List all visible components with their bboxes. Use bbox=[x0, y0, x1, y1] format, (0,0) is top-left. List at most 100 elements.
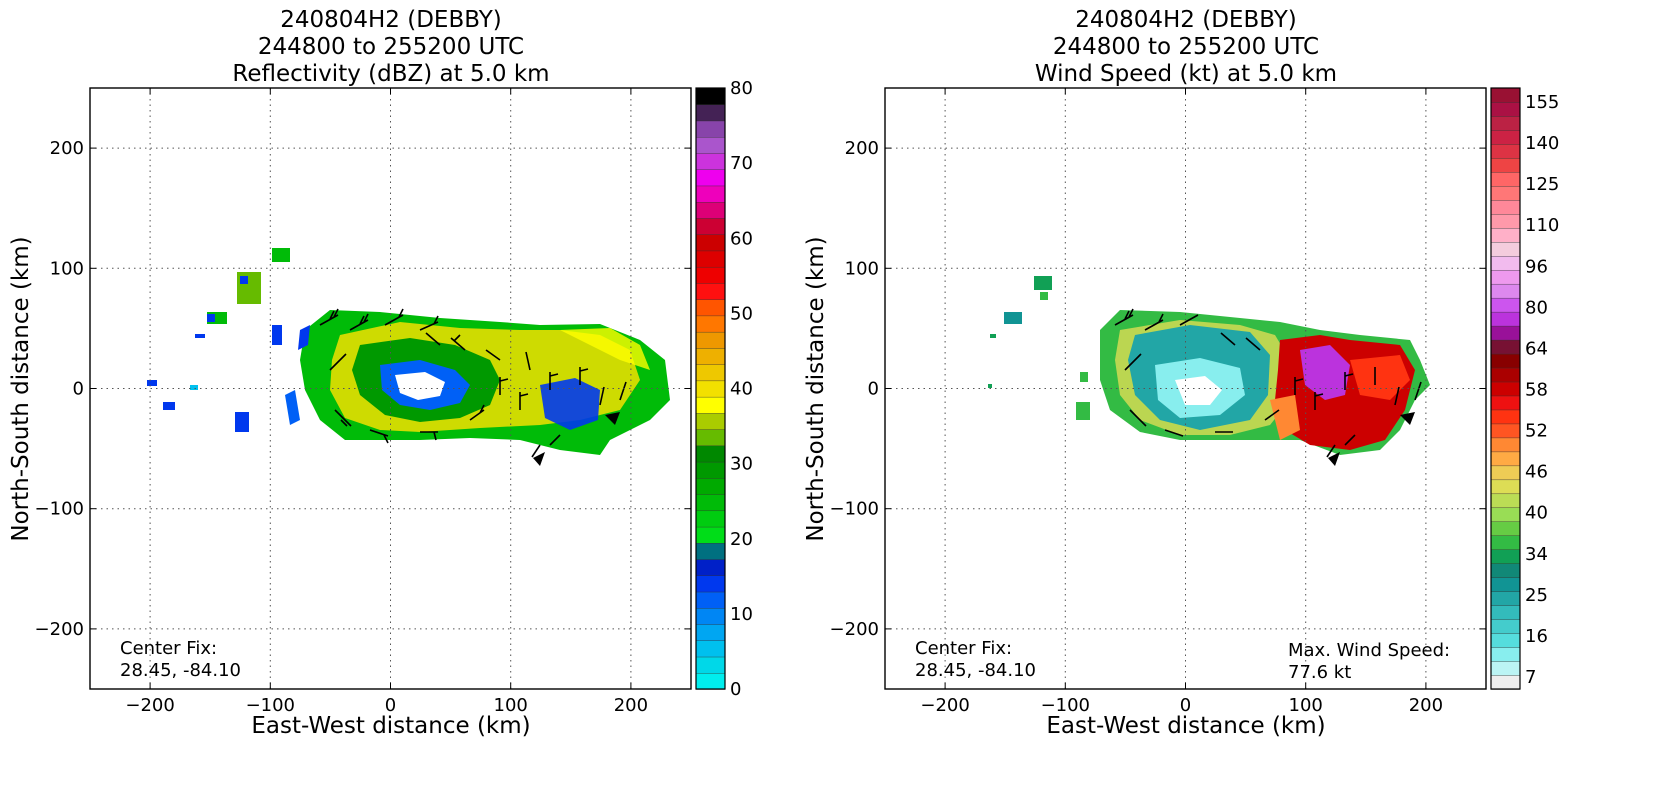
wind-speed-colorbar-segment bbox=[1490, 213, 1521, 229]
left-ylabel: North-South distance (km) bbox=[8, 236, 34, 541]
wind-speed-colorbar-segment bbox=[1490, 465, 1521, 481]
wind-speed-colorbar-segment bbox=[1490, 297, 1521, 313]
wind-speed-colorbar-segment bbox=[1490, 563, 1521, 578]
reflectivity-field bbox=[147, 248, 670, 466]
wind-speed-colorbar-segment bbox=[1490, 423, 1521, 439]
wind-speed-colorbar-segment bbox=[1490, 367, 1521, 383]
reflectivity-colorbar-segment bbox=[695, 169, 726, 187]
reflectivity-colorbar-segment bbox=[695, 104, 726, 122]
wind-speed-colorbar-segment bbox=[1490, 339, 1521, 355]
reflectivity-colorbar-segment bbox=[695, 607, 726, 625]
wind-speed-colorbar-segment bbox=[1490, 549, 1521, 564]
wind-speed-colorbar-segment bbox=[1490, 115, 1521, 131]
wind-speed-colorbar-segment bbox=[1490, 227, 1521, 243]
wind-speed-colorbar-segment bbox=[1490, 660, 1521, 676]
left-xtick-label: 100 bbox=[494, 695, 528, 716]
right-ytick-label: 0 bbox=[868, 379, 879, 400]
wind-speed-colorbar-tick-label: 96 bbox=[1525, 256, 1548, 277]
left-title-line-1: 240804H2 (DEBBY) bbox=[280, 7, 502, 33]
right-grid bbox=[885, 88, 1486, 689]
wind-speed-colorbar-segment bbox=[1490, 87, 1521, 103]
left-xtick-label: 200 bbox=[614, 695, 648, 716]
wind-speed-colorbar-tick-label: 52 bbox=[1525, 421, 1548, 442]
reflectivity-colorbar-segment bbox=[695, 331, 726, 349]
right-ylabel: North-South distance (km) bbox=[803, 236, 829, 541]
wind-speed-colorbar: 7 16 25 34 40 46 52 58 64 80 96 110 125 140 155 bbox=[1490, 87, 1559, 690]
wind-speed-colorbar-segment bbox=[1490, 618, 1521, 634]
reflectivity-colorbar-segment bbox=[695, 217, 726, 235]
reflectivity-colorbar-tick-label: 60 bbox=[730, 228, 753, 249]
reflectivity-panel: 240804H2 (DEBBY) 244800 to 255200 UTC Re… bbox=[8, 7, 753, 739]
wind-speed-colorbar-segment bbox=[1490, 171, 1521, 187]
reflectivity-colorbar-segment bbox=[695, 558, 726, 576]
reflectivity-colorbar-segment bbox=[695, 461, 726, 479]
wind-speed-colorbar-segment bbox=[1490, 353, 1521, 369]
reflectivity-colorbar-segment bbox=[695, 656, 726, 674]
reflectivity-colorbar-segment bbox=[695, 428, 726, 447]
left-ytick-label: −100 bbox=[35, 499, 84, 520]
left-ytick-label: 100 bbox=[50, 258, 84, 279]
right-center-fix-label: Center Fix: bbox=[915, 638, 1012, 659]
reflectivity-colorbar-segment bbox=[695, 380, 726, 398]
wind-speed-colorbar-segment bbox=[1490, 269, 1521, 285]
wind-speed-colorbar-segment bbox=[1490, 507, 1521, 522]
reflectivity-colorbar-segment bbox=[695, 412, 726, 430]
reflectivity-colorbar-tick-label: 20 bbox=[730, 529, 753, 550]
reflectivity-colorbar-segment bbox=[695, 298, 726, 317]
reflectivity-colorbar-segment bbox=[695, 87, 726, 105]
reflectivity-colorbar-segment bbox=[695, 640, 726, 658]
left-axis-ticks: −200 −100 0 100 200 −200 −100 0 100 200 bbox=[35, 88, 691, 716]
reflectivity-colorbar-segment bbox=[695, 477, 726, 495]
wind-speed-colorbar-tick-label: 16 bbox=[1525, 626, 1548, 647]
reflectivity-colorbar-segment bbox=[695, 120, 726, 138]
reflectivity-colorbar-tick-label: 10 bbox=[730, 604, 753, 625]
reflectivity-colorbar-segment bbox=[695, 347, 726, 365]
wind-speed-colorbar-segment bbox=[1490, 129, 1521, 145]
wind-speed-colorbar-segment bbox=[1490, 632, 1521, 648]
reflectivity-colorbar-segment bbox=[695, 445, 726, 463]
wind-speed-colorbar-segment bbox=[1490, 381, 1521, 397]
wind-speed-colorbar-tick-label: 155 bbox=[1525, 92, 1559, 113]
wind-speed-colorbar-segment bbox=[1490, 143, 1521, 159]
reflectivity-colorbar-segment bbox=[695, 315, 726, 333]
reflectivity-colorbar-tick-label: 80 bbox=[730, 78, 753, 99]
right-xlabel: East-West distance (km) bbox=[1046, 713, 1325, 739]
wind-speed-colorbar-segment bbox=[1490, 185, 1521, 201]
right-ytick-label: 100 bbox=[845, 258, 879, 279]
left-xtick-label: −200 bbox=[125, 695, 174, 716]
reflectivity-colorbar-segment bbox=[695, 623, 726, 641]
reflectivity-colorbar-segment bbox=[695, 233, 726, 252]
reflectivity-colorbar-tick-label: 0 bbox=[730, 679, 741, 700]
right-title-line-3: Wind Speed (kt) at 5.0 km bbox=[1035, 61, 1337, 87]
wind-speed-colorbar-segment bbox=[1490, 283, 1521, 299]
wind-speed-colorbar-frame bbox=[1490, 87, 1521, 690]
left-title-line-2: 244800 to 255200 UTC bbox=[258, 34, 524, 60]
right-ytick-label: −200 bbox=[830, 619, 879, 640]
wind-speed-colorbar-segment bbox=[1490, 604, 1521, 620]
wind-speed-colorbar-tick-label: 25 bbox=[1525, 585, 1548, 606]
reflectivity-colorbar-segment bbox=[695, 136, 726, 154]
reflectivity-colorbar-segment bbox=[695, 363, 726, 382]
wind-speed-colorbar-segment bbox=[1490, 241, 1521, 257]
right-center-fix-value: 28.45, -84.10 bbox=[915, 660, 1036, 681]
max-wind-speed-value: 77.6 kt bbox=[1288, 662, 1351, 683]
right-xtick-label: 200 bbox=[1409, 695, 1443, 716]
right-axis-ticks: −200 −100 0 100 200 −200 −100 0 100 200 bbox=[830, 88, 1486, 716]
reflectivity-colorbar-segment bbox=[695, 526, 726, 544]
left-ytick-label: 0 bbox=[73, 379, 84, 400]
reflectivity-colorbar-tick-label: 70 bbox=[730, 153, 753, 174]
wind-speed-colorbar-segment bbox=[1490, 395, 1521, 411]
reflectivity-colorbar-segment bbox=[695, 493, 726, 512]
reflectivity-colorbar-segment bbox=[695, 185, 726, 203]
reflectivity-colorbar-frame bbox=[695, 87, 726, 690]
wind-speed-colorbar-segment bbox=[1490, 437, 1521, 453]
left-ytick-label: 200 bbox=[50, 138, 84, 159]
wind-speed-field bbox=[988, 276, 1430, 466]
reflectivity-colorbar: 0 10 20 30 40 50 60 70 80 bbox=[695, 78, 753, 700]
reflectivity-colorbar-segment bbox=[695, 152, 726, 170]
wind-speed-panel: 240804H2 (DEBBY) 244800 to 255200 UTC Wi… bbox=[803, 7, 1559, 739]
wind-speed-colorbar-segment bbox=[1490, 646, 1521, 662]
left-xtick-label: −100 bbox=[246, 695, 295, 716]
right-xtick-label: −100 bbox=[1041, 695, 1090, 716]
